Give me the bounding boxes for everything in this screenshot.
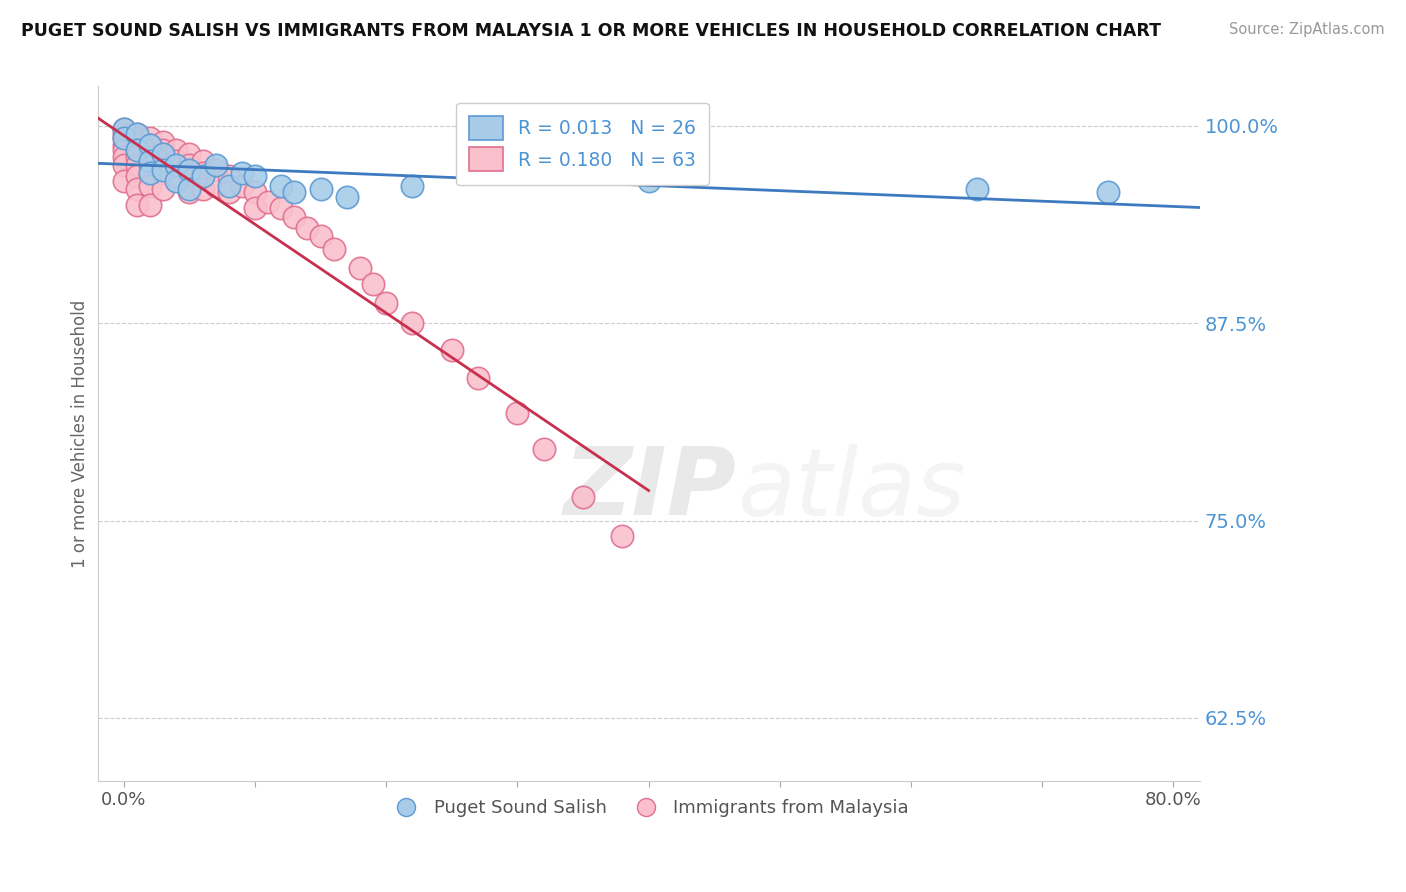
Point — [152, 147, 174, 161]
Point — [125, 182, 148, 196]
Point — [179, 163, 201, 178]
Point — [165, 143, 187, 157]
Point — [191, 169, 214, 184]
Point — [467, 371, 489, 385]
Point — [204, 158, 226, 172]
Point — [152, 182, 174, 196]
Point — [204, 178, 226, 193]
Point — [139, 137, 162, 152]
Point — [165, 169, 187, 184]
Text: ZIP: ZIP — [564, 443, 737, 535]
Point — [572, 490, 595, 504]
Legend: Puget Sound Salish, Immigrants from Malaysia: Puget Sound Salish, Immigrants from Mala… — [381, 791, 917, 824]
Point — [336, 190, 359, 204]
Point — [165, 153, 187, 168]
Point — [152, 153, 174, 168]
Point — [112, 158, 135, 172]
Point — [257, 194, 280, 209]
Point — [125, 127, 148, 141]
Point — [322, 242, 344, 256]
Point — [179, 185, 201, 199]
Point — [112, 131, 135, 145]
Point — [139, 158, 162, 172]
Point — [349, 260, 371, 275]
Point — [139, 166, 162, 180]
Point — [125, 131, 148, 145]
Point — [612, 529, 634, 543]
Point — [125, 158, 148, 172]
Y-axis label: 1 or more Vehicles in Household: 1 or more Vehicles in Household — [72, 300, 89, 568]
Point — [112, 143, 135, 157]
Point — [139, 198, 162, 212]
Point — [125, 143, 148, 157]
Point — [231, 178, 253, 193]
Point — [125, 169, 148, 184]
Point — [125, 150, 148, 164]
Point — [112, 122, 135, 136]
Point — [218, 178, 240, 193]
Point — [533, 442, 555, 457]
Point — [112, 137, 135, 152]
Text: PUGET SOUND SALISH VS IMMIGRANTS FROM MALAYSIA 1 OR MORE VEHICLES IN HOUSEHOLD C: PUGET SOUND SALISH VS IMMIGRANTS FROM MA… — [21, 22, 1161, 40]
Point — [139, 153, 162, 168]
Point — [1097, 185, 1119, 199]
Point — [243, 185, 266, 199]
Point — [191, 153, 214, 168]
Point — [139, 137, 162, 152]
Point — [401, 316, 423, 330]
Point — [179, 147, 201, 161]
Point — [204, 163, 226, 178]
Point — [506, 406, 529, 420]
Point — [139, 178, 162, 193]
Point — [125, 198, 148, 212]
Point — [112, 150, 135, 164]
Point — [270, 178, 292, 193]
Point — [165, 158, 187, 172]
Point — [152, 163, 174, 178]
Point — [191, 182, 214, 196]
Point — [139, 150, 162, 164]
Point — [966, 182, 988, 196]
Point — [112, 174, 135, 188]
Point — [125, 137, 148, 152]
Text: Source: ZipAtlas.com: Source: ZipAtlas.com — [1229, 22, 1385, 37]
Point — [243, 169, 266, 184]
Point — [139, 143, 162, 157]
Point — [440, 343, 463, 357]
Point — [112, 122, 135, 136]
Point — [112, 127, 135, 141]
Point — [139, 166, 162, 180]
Point — [283, 185, 305, 199]
Point — [270, 201, 292, 215]
Point — [152, 143, 174, 157]
Point — [179, 169, 201, 184]
Point — [218, 169, 240, 184]
Point — [401, 178, 423, 193]
Point — [283, 211, 305, 225]
Point — [297, 221, 319, 235]
Point — [165, 174, 187, 188]
Point — [139, 131, 162, 145]
Point — [361, 277, 384, 291]
Point — [112, 131, 135, 145]
Point — [375, 295, 398, 310]
Text: atlas: atlas — [737, 443, 965, 534]
Point — [191, 166, 214, 180]
Point — [152, 166, 174, 180]
Point — [152, 135, 174, 149]
Point — [309, 229, 332, 244]
Point — [637, 174, 659, 188]
Point — [309, 182, 332, 196]
Point — [218, 185, 240, 199]
Point — [125, 127, 148, 141]
Point — [231, 166, 253, 180]
Point — [125, 143, 148, 157]
Point — [243, 201, 266, 215]
Point — [179, 158, 201, 172]
Point — [179, 182, 201, 196]
